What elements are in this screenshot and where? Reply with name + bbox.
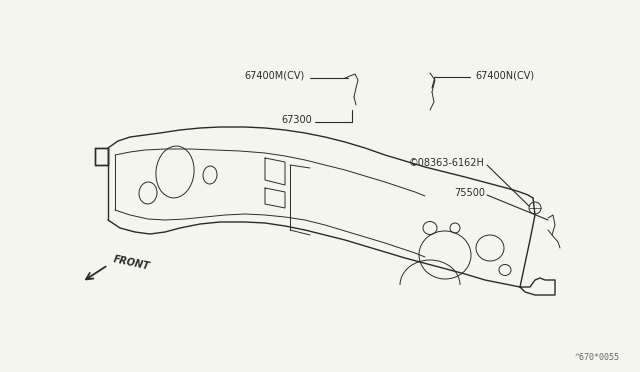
Text: ^670*0055: ^670*0055 — [575, 353, 620, 362]
Text: 67300: 67300 — [281, 115, 312, 125]
Text: 67400N(CV): 67400N(CV) — [475, 70, 534, 80]
Text: FRONT: FRONT — [112, 254, 150, 272]
Text: 67400M(CV): 67400M(CV) — [244, 71, 305, 81]
Text: ©08363-6162H: ©08363-6162H — [409, 158, 485, 168]
Text: 75500: 75500 — [454, 188, 485, 198]
